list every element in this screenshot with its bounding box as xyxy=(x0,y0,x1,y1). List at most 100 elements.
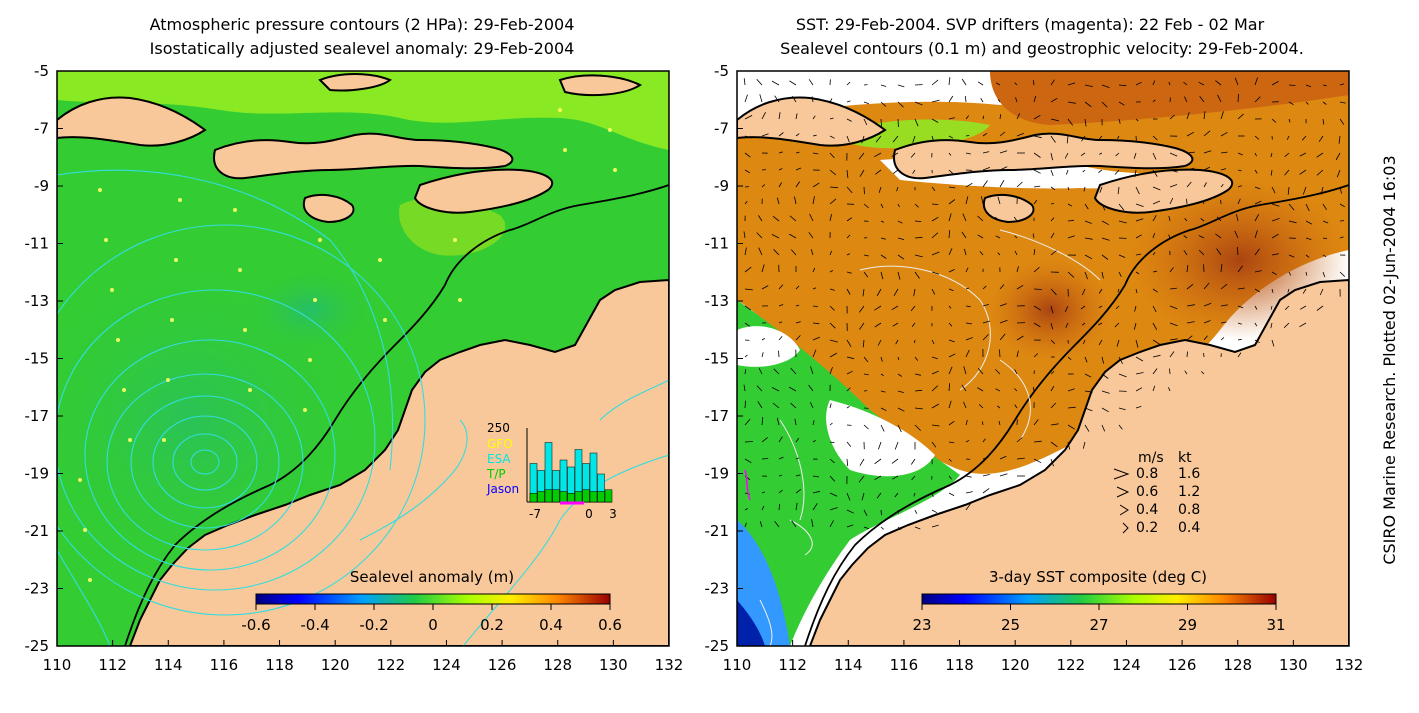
credit-text: CSIRO Marine Research. Plotted 02-Jun-20… xyxy=(1380,155,1399,564)
left_panel-xtick-label: 122 xyxy=(376,656,405,674)
velocity-legend-kt: 1.2 xyxy=(1178,484,1200,500)
velocity-legend-ms: 0.2 xyxy=(1136,520,1158,536)
left-title-line2: Isostatically adjusted sealevel anomaly:… xyxy=(150,39,575,58)
velocity-arrow xyxy=(1034,289,1042,290)
velocity-legend-kt: 0.4 xyxy=(1178,520,1200,536)
right_panel-ytick-label: -25 xyxy=(705,637,730,655)
left_panel-ytick-label: -25 xyxy=(25,637,50,655)
right_panel-xtick-label: 122 xyxy=(1056,656,1085,674)
velocity-arrow xyxy=(1170,369,1171,375)
velocity-arrow xyxy=(745,401,746,408)
right_panel-cb-tick-label: 27 xyxy=(1089,616,1108,634)
right_panel-ytick-label: -15 xyxy=(705,350,730,368)
inset-bar-green xyxy=(598,492,605,503)
right_panel-xtick-label: 112 xyxy=(778,656,807,674)
right_panel-ytick-label: -11 xyxy=(705,235,730,253)
right_panel-ytick-label: -17 xyxy=(705,407,730,425)
inset-bar-green xyxy=(538,492,545,503)
left_panel-ytick-label: -17 xyxy=(25,407,50,425)
left_panel-ytick-label: -5 xyxy=(34,62,49,80)
velocity-arrow xyxy=(881,119,882,127)
inset-bar-green xyxy=(605,490,612,502)
left_panel-cb-tick-label: 0 xyxy=(428,616,438,634)
left_panel-xtick-label: 124 xyxy=(432,656,461,674)
inset-bar-green xyxy=(545,490,552,502)
inset-bar-green xyxy=(553,490,560,502)
left_panel-cb-tick-label: 0.2 xyxy=(480,616,504,634)
left_panel-xtick-label: 130 xyxy=(599,656,628,674)
left_panel-cb-tick-label: -0.6 xyxy=(241,616,270,634)
right_panel-xtick-label: 126 xyxy=(1168,656,1197,674)
inset-ymax-label: 250 xyxy=(487,421,510,435)
velocity-arrow xyxy=(762,459,768,460)
left_panel-xtick-label: 126 xyxy=(488,656,517,674)
left_panel-cb-tick-label: 0.6 xyxy=(598,616,622,634)
left_panel-cb-tick-label: -0.2 xyxy=(359,616,388,634)
right_panel-ytick-label: -23 xyxy=(705,580,730,598)
left_panel-ytick-label: -23 xyxy=(25,580,50,598)
left_panel-ytick-label: -19 xyxy=(25,465,50,483)
velocity-arrow xyxy=(864,187,865,194)
left-title-line1: Atmospheric pressure contours (2 HPa): 2… xyxy=(150,15,575,34)
velocity-arrow xyxy=(1204,264,1205,272)
right_panel-cb-tick-label: 31 xyxy=(1266,616,1285,634)
left_panel-ytick-label: -11 xyxy=(25,235,50,253)
right_panel-xtick-label: 130 xyxy=(1279,656,1308,674)
left-map xyxy=(10,71,669,650)
left-low-area2 xyxy=(240,265,380,355)
left_panel-cb-tick-label: 0.4 xyxy=(539,616,563,634)
right_panel-xtick-label: 128 xyxy=(1223,656,1252,674)
right_panel-cb-tick-label: 29 xyxy=(1178,616,1197,634)
inset-bar-green xyxy=(575,492,582,503)
inset-bar-green xyxy=(560,492,567,503)
inset-bar-green xyxy=(590,492,597,503)
left_panel-ytick-label: -21 xyxy=(25,522,50,540)
right_panel-ytick-label: -13 xyxy=(705,292,730,310)
right-title-line1: SST: 29-Feb-2004. SVP drifters (magenta)… xyxy=(796,15,1265,34)
right_panel-ytick-label: -5 xyxy=(714,62,729,80)
right_panel-xtick-label: 116 xyxy=(890,656,919,674)
right_panel-xtick-label: 118 xyxy=(945,656,974,674)
velocity-arrow xyxy=(745,442,753,443)
velocity-legend-ms: 0.8 xyxy=(1136,466,1158,482)
velocity-arrow xyxy=(779,351,780,357)
inset-xtick-2: 3 xyxy=(609,507,617,521)
left_panel-xtick-label: 110 xyxy=(43,656,72,674)
right_panel-ytick-label: -21 xyxy=(705,522,730,540)
right_panel-cb-tick-label: 23 xyxy=(912,616,931,634)
right-map xyxy=(737,71,1350,646)
inset-xtick-1: 0 xyxy=(585,507,593,521)
right-colorbar-label: 3-day SST composite (deg C) xyxy=(989,568,1207,586)
left_panel-ytick-label: -13 xyxy=(25,292,50,310)
inset-bar-green xyxy=(530,493,537,502)
left_panel-xtick-label: 118 xyxy=(265,656,294,674)
right_panel-ytick-label: -7 xyxy=(714,120,729,138)
right_panel-cb-tick-label: 25 xyxy=(1001,616,1020,634)
left_panel-cb-tick-label: -0.4 xyxy=(300,616,329,634)
inset-xtick-0: -7 xyxy=(529,507,541,521)
left_panel-ytick-label: -9 xyxy=(34,177,49,195)
right-colorbar xyxy=(922,594,1276,604)
left_panel-ytick-label: -7 xyxy=(34,120,49,138)
left_panel-xtick-label: 116 xyxy=(210,656,239,674)
right_panel-ytick-label: -19 xyxy=(705,465,730,483)
left_panel-xtick-label: 120 xyxy=(321,656,350,674)
velocity-arrow xyxy=(915,340,916,343)
left_panel-ytick-label: -15 xyxy=(25,350,50,368)
inset-bar-green xyxy=(568,493,575,502)
velocity-arrow xyxy=(1187,352,1188,358)
left_panel-xtick-label: 128 xyxy=(543,656,572,674)
right_panel-xtick-label: 120 xyxy=(1001,656,1030,674)
right-sst-hot2 xyxy=(990,260,1110,360)
left_panel-xtick-label: 112 xyxy=(98,656,127,674)
inset-legend-item: Jason xyxy=(486,482,519,496)
velocity-legend-kt: 0.8 xyxy=(1178,502,1200,518)
velocity-legend-ms: 0.6 xyxy=(1136,484,1158,500)
right-title-line2: Sealevel contours (0.1 m) and geostrophi… xyxy=(780,39,1304,58)
velocity-legend-ms: 0.4 xyxy=(1136,502,1158,518)
inset-legend-item: T/P xyxy=(486,467,506,481)
right_panel-xtick-label: 124 xyxy=(1112,656,1141,674)
left-colorbar xyxy=(256,594,610,604)
velocity-arrow xyxy=(881,510,882,515)
